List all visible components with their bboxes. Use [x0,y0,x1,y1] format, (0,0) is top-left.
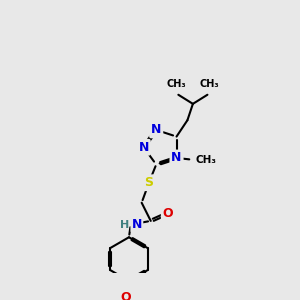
Text: N: N [132,218,142,231]
Text: CH₃: CH₃ [196,155,217,165]
Text: N: N [151,124,161,136]
Text: O: O [120,291,130,300]
Text: O: O [163,207,173,220]
Text: N: N [138,141,149,154]
Text: CH₃: CH₃ [167,79,186,89]
Text: N: N [171,152,182,164]
Text: H: H [120,220,129,230]
Text: S: S [144,176,153,189]
Text: CH₃: CH₃ [200,79,219,89]
